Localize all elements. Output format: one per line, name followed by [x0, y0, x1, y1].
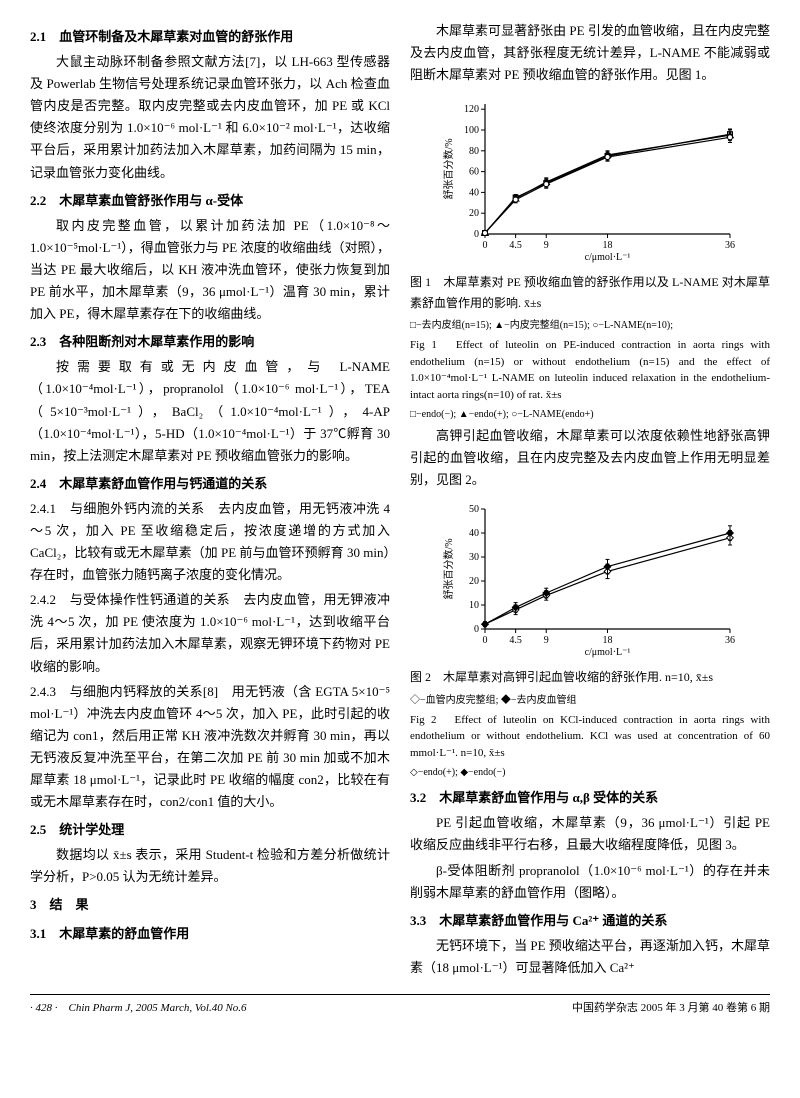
section-3-1-title: 3.1 木犀草素的舒血管作用 [30, 923, 390, 945]
right-intro: 木犀草素可显著舒张由 PE 引发的血管收缩，且在内皮完整及去内皮血管，其舒张程度… [410, 20, 770, 86]
fig1-caption-cn: 图 1 木犀草素对 PE 预收缩血管的舒张作用以及 L-NAME 对木犀草素舒血… [410, 272, 770, 313]
section-3-3-title: 3.3 木犀草素舒血管作用与 Ca²⁺ 通道的关系 [410, 910, 770, 932]
figure-2-chart: 0 10 20 30 40 50 0 4.5 9 18 36 c/μmol·L⁻¹ 舒张百分数/% [440, 499, 740, 659]
section-2-2-body: 取内皮完整血管，以累计加药法加 PE（1.0×10⁻⁸～1.0×10⁻⁵mol·… [30, 215, 390, 325]
svg-text:80: 80 [469, 146, 479, 157]
footer-right: 中国药学杂志 2005 年 3 月第 40 卷第 6 期 [572, 999, 770, 1018]
svg-text:10: 10 [469, 600, 479, 611]
section-3-3-p1: 无钙环境下，当 PE 预收缩达平台，再逐渐加入钙，木犀草素（18 μmol·L⁻… [410, 935, 770, 979]
svg-text:舒张百分数/%: 舒张百分数/% [442, 539, 455, 600]
svg-text:40: 40 [469, 528, 479, 539]
svg-text:0: 0 [483, 240, 488, 251]
svg-text:c/μmol·L⁻¹: c/μmol·L⁻¹ [585, 252, 631, 263]
section-2-4-1: 2.4.1 与细胞外钙内流的关系 去内皮血管，用无钙液冲洗 4～5 次，加入 P… [30, 498, 390, 586]
svg-text:36: 36 [725, 635, 735, 646]
section-2-5-body: 数据均以 x̄±s 表示，采用 Student-t 检验和方差分析做统计学分析，… [30, 844, 390, 888]
section-3-title: 3 结 果 [30, 894, 390, 916]
section-2-4-3: 2.4.3 与细胞内钙释放的关系[8] 用无钙液（含 EGTA 5×10⁻⁵ m… [30, 681, 390, 814]
section-2-1-body: 大鼠主动脉环制备参照文献方法[7]，以 LH-663 型传感器及 Powerla… [30, 51, 390, 184]
svg-text:0: 0 [474, 229, 479, 240]
svg-text:0: 0 [474, 624, 479, 635]
page-footer: · 428 · Chin Pharm J, 2005 March, Vol.40… [30, 994, 770, 1018]
svg-text:20: 20 [469, 208, 479, 219]
section-2-1-title: 2.1 血管环制备及木犀草素对血管的舒张作用 [30, 26, 390, 48]
section-2-3-body: 按需要取有或无内皮血管，与 L-NAME（1.0×10⁻⁴mol·L⁻¹），pr… [30, 356, 390, 466]
svg-text:30: 30 [469, 552, 479, 563]
section-2-3-title: 2.3 各种阻断剂对木犀草素作用的影响 [30, 331, 390, 353]
section-2-4-title: 2.4 木犀草素舒血管作用与钙通道的关系 [30, 473, 390, 495]
two-column-layout: 2.1 血管环制备及木犀草素对血管的舒张作用 大鼠主动脉环制备参照文献方法[7]… [30, 20, 770, 982]
left-column: 2.1 血管环制备及木犀草素对血管的舒张作用 大鼠主动脉环制备参照文献方法[7]… [30, 20, 390, 982]
section-2-5-title: 2.5 统计学处理 [30, 819, 390, 841]
svg-text:18: 18 [603, 635, 613, 646]
section-2-2-title: 2.2 木犀草素血管舒张作用与 α-受体 [30, 190, 390, 212]
svg-text:36: 36 [725, 240, 735, 251]
figure-1-chart: 0 20 40 60 80 100 120 0 4.5 9 18 36 c/μmol·L⁻¹ 舒张百分数/… [440, 94, 740, 264]
svg-text:20: 20 [469, 576, 479, 587]
section-2-4-2: 2.4.2 与受体操作性钙通道的关系 去内皮血管，用无钾液冲洗 4～5 次，加 … [30, 589, 390, 677]
fig1-legend-en: □−endo(−); ▲−endo(+); ○−L-NAME(endo+) [410, 406, 770, 423]
right-mid-paragraph: 高钾引起血管收缩，木犀草素可以浓度依赖性地舒张高钾引起的血管收缩，且在内皮完整及… [410, 425, 770, 491]
svg-text:120: 120 [464, 104, 479, 115]
svg-text:9: 9 [544, 240, 549, 251]
right-column: 木犀草素可显著舒张由 PE 引发的血管收缩，且在内皮完整及去内皮血管，其舒张程度… [410, 20, 770, 982]
fig2-caption-cn: 图 2 木犀草素对高钾引起血管收缩的舒张作用. n=10, x̄±s [410, 667, 770, 687]
section-3-2-title: 3.2 木犀草素舒血管作用与 α,β 受体的关系 [410, 787, 770, 809]
svg-text:4.5: 4.5 [509, 240, 522, 251]
footer-left: · 428 · Chin Pharm J, 2005 March, Vol.40… [30, 999, 247, 1018]
fig2-legend-en: ◇−endo(+); ◆−endo(−) [410, 764, 770, 781]
svg-text:60: 60 [469, 167, 479, 178]
svg-text:0: 0 [483, 635, 488, 646]
fig2-caption-en: Fig 2 Effect of luteolin on KCl-induced … [410, 712, 770, 762]
fig1-legend-cn: □−去内皮组(n=15); ▲−内皮完整组(n=15); ○−L-NAME(n=… [410, 317, 770, 334]
section-3-2-p1: PE 引起血管收缩，木犀草素（9，36 μmol·L⁻¹）引起 PE 收缩反应曲… [410, 812, 770, 856]
svg-text:c/μmol·L⁻¹: c/μmol·L⁻¹ [585, 647, 631, 658]
svg-text:9: 9 [544, 635, 549, 646]
svg-text:4.5: 4.5 [509, 635, 522, 646]
fig2-legend-cn: ◇−血管内皮完整组; ◆−去内皮血管组 [410, 692, 770, 709]
svg-text:50: 50 [469, 504, 479, 515]
fig1-caption-en: Fig 1 Effect of luteolin on PE-induced c… [410, 337, 770, 403]
svg-text:100: 100 [464, 125, 479, 136]
section-3-2-p2: β-受体阻断剂 propranolol（1.0×10⁻⁶ mol·L⁻¹）的存在… [410, 860, 770, 904]
svg-text:18: 18 [603, 240, 613, 251]
svg-text:40: 40 [469, 188, 479, 199]
svg-text:舒张百分数/%: 舒张百分数/% [442, 139, 455, 200]
